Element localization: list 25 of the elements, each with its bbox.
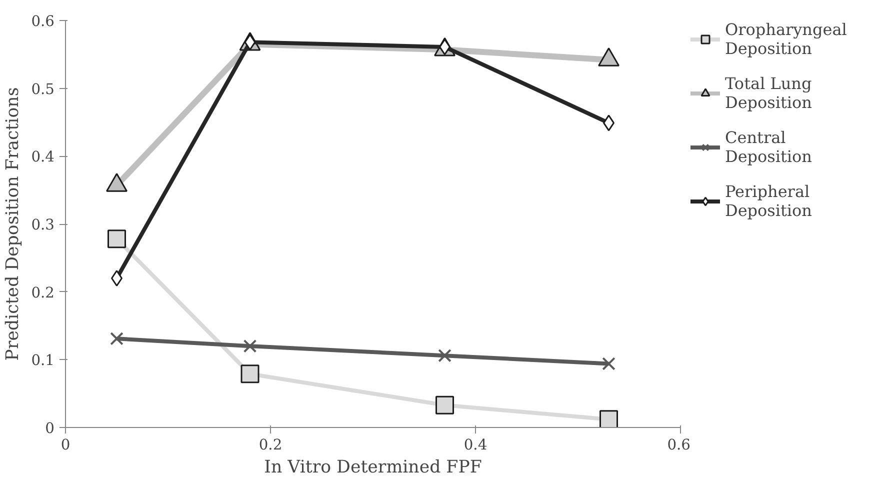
point	[602, 357, 616, 370]
x-tick-label: 0.2	[258, 436, 282, 454]
y-tick-label: 0	[45, 420, 55, 437]
point	[108, 230, 126, 248]
y-tick-label: 0.4	[31, 148, 55, 166]
point	[600, 410, 618, 428]
y-axis-title: Predicted Deposition Fractions	[3, 87, 24, 361]
point	[438, 348, 452, 362]
x-tick-label: 0.4	[464, 436, 488, 454]
y-tick-label: 0.5	[31, 80, 55, 98]
point	[240, 364, 260, 384]
y-tick-label: 0.1	[31, 352, 55, 370]
point	[110, 332, 124, 346]
point	[436, 396, 454, 414]
legend-label: Peripheral Deposition	[725, 182, 813, 220]
y-tick-label: 0.2	[31, 284, 55, 302]
point	[243, 339, 257, 353]
y-tick-label: 0.6	[31, 13, 55, 30]
x-axis-title: In Vitro Determined FPF	[264, 458, 482, 478]
legend-label: Oropharyngeal Deposition	[725, 20, 847, 58]
legend-label: Total Lung Deposition	[725, 74, 813, 112]
legend-label: Central Deposition	[725, 128, 813, 166]
y-tick-label: 0.3	[31, 216, 55, 234]
x-tick-label: 0	[60, 436, 70, 454]
x-tick-label: 0.6	[667, 436, 691, 454]
